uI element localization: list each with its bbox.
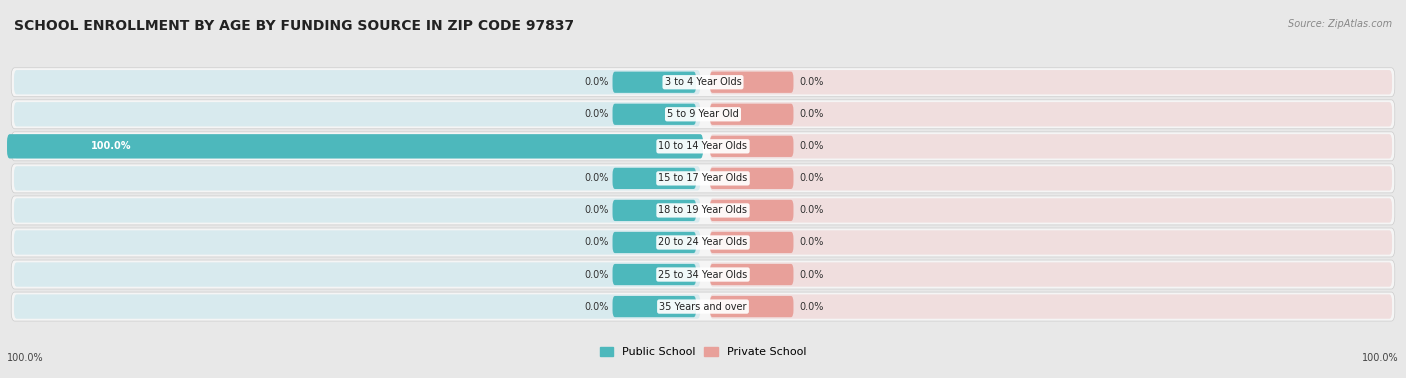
FancyBboxPatch shape [710,104,793,125]
Text: SCHOOL ENROLLMENT BY AGE BY FUNDING SOURCE IN ZIP CODE 97837: SCHOOL ENROLLMENT BY AGE BY FUNDING SOUR… [14,19,574,33]
Text: 0.0%: 0.0% [799,109,824,119]
FancyBboxPatch shape [613,264,696,285]
FancyBboxPatch shape [710,296,793,317]
FancyBboxPatch shape [710,136,793,157]
Text: 0.0%: 0.0% [583,270,609,279]
FancyBboxPatch shape [14,102,700,127]
FancyBboxPatch shape [613,71,696,93]
FancyBboxPatch shape [613,200,696,221]
Text: 0.0%: 0.0% [799,141,824,151]
Text: 100.0%: 100.0% [7,353,44,363]
FancyBboxPatch shape [14,166,700,191]
FancyBboxPatch shape [710,71,793,93]
Text: 0.0%: 0.0% [583,205,609,215]
FancyBboxPatch shape [710,134,1392,158]
FancyBboxPatch shape [14,262,700,287]
Text: 0.0%: 0.0% [583,302,609,311]
FancyBboxPatch shape [11,100,1395,129]
Text: 15 to 17 Year Olds: 15 to 17 Year Olds [658,174,748,183]
FancyBboxPatch shape [11,260,1395,289]
FancyBboxPatch shape [14,230,700,255]
Text: 100.0%: 100.0% [90,141,131,151]
Text: Source: ZipAtlas.com: Source: ZipAtlas.com [1288,19,1392,29]
Text: 0.0%: 0.0% [583,109,609,119]
FancyBboxPatch shape [710,70,1392,94]
Text: 0.0%: 0.0% [799,302,824,311]
FancyBboxPatch shape [710,264,793,285]
FancyBboxPatch shape [710,168,793,189]
Text: 0.0%: 0.0% [799,237,824,248]
FancyBboxPatch shape [11,68,1395,97]
Text: 35 Years and over: 35 Years and over [659,302,747,311]
Text: 20 to 24 Year Olds: 20 to 24 Year Olds [658,237,748,248]
Text: 0.0%: 0.0% [583,237,609,248]
FancyBboxPatch shape [710,294,1392,319]
FancyBboxPatch shape [14,134,700,158]
FancyBboxPatch shape [613,168,696,189]
FancyBboxPatch shape [613,296,696,317]
FancyBboxPatch shape [613,104,696,125]
FancyBboxPatch shape [613,232,696,253]
FancyBboxPatch shape [710,200,793,221]
FancyBboxPatch shape [11,164,1395,193]
FancyBboxPatch shape [11,292,1395,321]
Text: 0.0%: 0.0% [799,270,824,279]
Legend: Public School, Private School: Public School, Private School [595,342,811,362]
Text: 10 to 14 Year Olds: 10 to 14 Year Olds [658,141,748,151]
FancyBboxPatch shape [710,166,1392,191]
Text: 18 to 19 Year Olds: 18 to 19 Year Olds [658,205,748,215]
FancyBboxPatch shape [710,102,1392,127]
FancyBboxPatch shape [11,196,1395,225]
FancyBboxPatch shape [14,198,700,223]
Text: 0.0%: 0.0% [799,205,824,215]
FancyBboxPatch shape [14,294,700,319]
FancyBboxPatch shape [710,232,793,253]
Text: 100.0%: 100.0% [1362,353,1399,363]
FancyBboxPatch shape [11,132,1395,161]
Text: 3 to 4 Year Olds: 3 to 4 Year Olds [665,77,741,87]
FancyBboxPatch shape [710,230,1392,255]
FancyBboxPatch shape [14,70,700,94]
Text: 0.0%: 0.0% [799,174,824,183]
FancyBboxPatch shape [7,134,703,158]
FancyBboxPatch shape [710,198,1392,223]
Text: 0.0%: 0.0% [799,77,824,87]
Text: 0.0%: 0.0% [583,77,609,87]
FancyBboxPatch shape [11,228,1395,257]
Text: 0.0%: 0.0% [583,174,609,183]
FancyBboxPatch shape [710,262,1392,287]
Text: 25 to 34 Year Olds: 25 to 34 Year Olds [658,270,748,279]
Text: 5 to 9 Year Old: 5 to 9 Year Old [666,109,740,119]
